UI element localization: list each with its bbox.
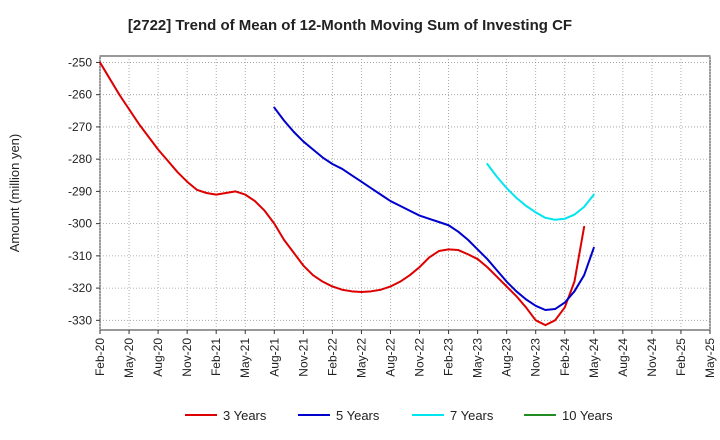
grid: [99, 56, 711, 330]
y-tick-label: -310: [68, 249, 92, 263]
x-tick-label: May-23: [471, 338, 485, 378]
x-tick-label: Feb-20: [93, 338, 107, 376]
y-axis-title: Amount (million yen): [7, 134, 22, 253]
legend: 3 Years 5 Years 7 Years 10 Years: [185, 408, 613, 423]
plot-area: [99, 55, 711, 331]
x-tick-label: Aug-21: [267, 338, 281, 377]
x-tick-label: May-25: [703, 338, 717, 378]
y-tick-label: -260: [68, 88, 92, 102]
legend-label: 5 Years: [336, 408, 380, 423]
y-tick-label: -290: [68, 184, 92, 198]
x-tick-label: Nov-20: [180, 338, 194, 377]
series-line-5-years: [273, 106, 595, 312]
x-tick-label: Feb-25: [674, 338, 688, 376]
series-line-7-years: [486, 162, 595, 221]
series-line-3-years: [99, 61, 586, 327]
y-axis: -250 -260 -270 -280 -290 -300 -310 -320 -330: [68, 55, 100, 327]
y-tick-label: -300: [68, 217, 92, 231]
x-tick-label: May-20: [122, 338, 136, 378]
x-axis: Feb-20 May-20 Aug-20 Nov-20 Feb-21 May-21 Aug-…: [93, 330, 717, 378]
y-tick-label: -320: [68, 281, 92, 295]
y-tick-label: -330: [68, 313, 92, 327]
x-tick-label: May-24: [587, 338, 601, 378]
chart-title: [2722] Trend of Mean of 12-Month Moving …: [128, 17, 572, 34]
x-tick-label: Feb-23: [442, 338, 456, 376]
x-tick-label: Nov-24: [645, 338, 659, 377]
legend-label: 7 Years: [450, 408, 494, 423]
x-tick-label: Aug-24: [616, 338, 630, 377]
x-tick-label: Nov-21: [296, 338, 310, 377]
x-tick-label: May-22: [354, 338, 368, 378]
legend-label: 3 Years: [223, 408, 267, 423]
series-layer: [99, 61, 595, 327]
x-tick-label: Feb-22: [325, 338, 339, 376]
y-tick-label: -270: [68, 120, 92, 134]
x-tick-label: Feb-21: [209, 338, 223, 376]
x-tick-label: Nov-23: [529, 338, 543, 377]
x-tick-label: Nov-22: [413, 338, 427, 377]
x-tick-label: Aug-22: [383, 338, 397, 377]
x-tick-label: Aug-20: [151, 338, 165, 377]
x-tick-label: May-21: [238, 338, 252, 378]
x-tick-label: Aug-23: [500, 338, 514, 377]
y-tick-label: -250: [68, 55, 92, 69]
x-tick-label: Feb-24: [558, 338, 572, 376]
legend-label: 10 Years: [562, 408, 613, 423]
y-tick-label: -280: [68, 152, 92, 166]
